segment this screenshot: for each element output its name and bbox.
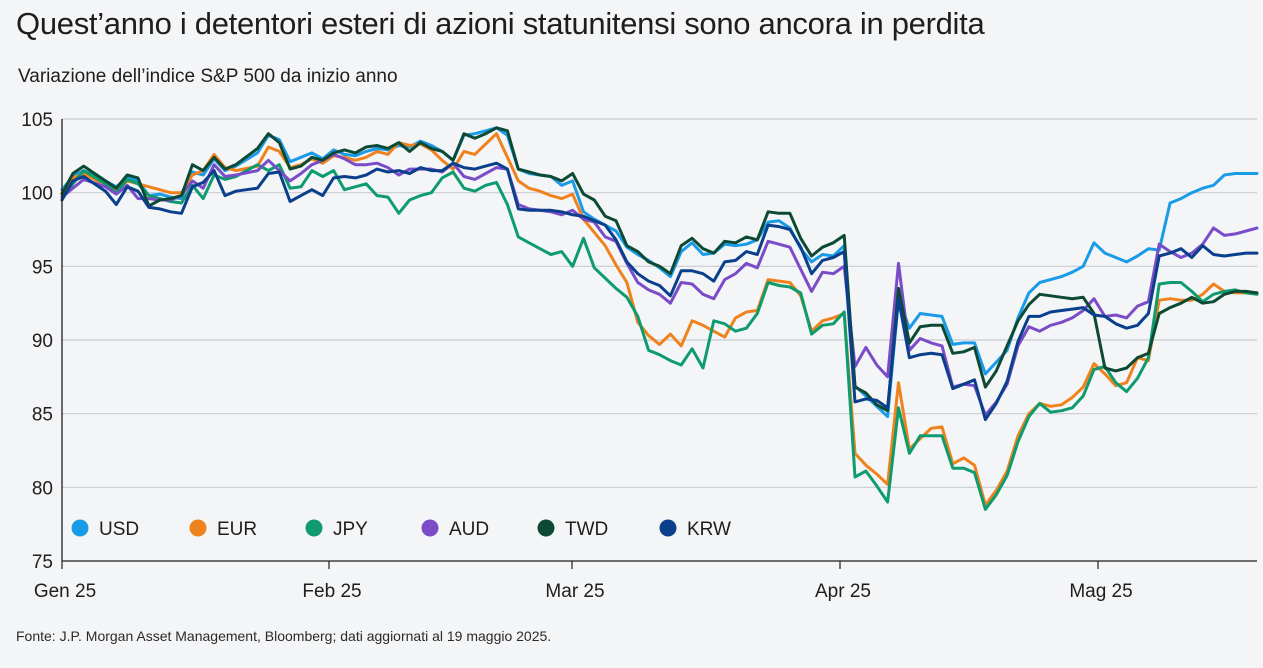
- y-tick-label: 100: [21, 184, 53, 205]
- y-axis-ticks: 75 80 85 90 95 100 105: [21, 110, 53, 573]
- legend-marker: [71, 519, 89, 537]
- legend-marker: [189, 519, 207, 537]
- y-tick-label: 75: [32, 552, 53, 573]
- legend-label: USD: [99, 519, 139, 540]
- legend-label: KRW: [687, 519, 731, 540]
- y-tick-label: 80: [32, 478, 53, 499]
- legend-label: AUD: [449, 519, 489, 540]
- y-tick-label: 85: [32, 405, 53, 426]
- legend-item-aud: AUD: [421, 519, 489, 540]
- series-line-usd: [60, 126, 1259, 419]
- axes: [61, 119, 1257, 562]
- legend-label: JPY: [333, 519, 368, 540]
- legend-item-jpy: JPY: [305, 519, 368, 540]
- line-chart: 75 80 85 90 95 100 105 Gen 25 Feb 25 Mar 25 Apr 2…: [21, 110, 1259, 602]
- legend-item-usd: USD: [71, 519, 139, 540]
- x-tick-label: Feb 25: [302, 581, 361, 602]
- legend-item-eur: EUR: [189, 519, 257, 540]
- legend-item-twd: TWD: [537, 519, 608, 540]
- y-tick-label: 90: [32, 331, 53, 352]
- x-axis-ticks: Gen 25 Feb 25 Mar 25 Apr 25 Mag 25: [34, 561, 1133, 602]
- series-line-twd: [60, 126, 1259, 413]
- series-line-jpy: [60, 163, 1259, 511]
- source-note: Fonte: J.P. Morgan Asset Management, Blo…: [16, 628, 552, 644]
- legend: USD EUR JPY AUD TWD KRW: [71, 519, 731, 540]
- x-tick-label: Gen 25: [34, 581, 96, 602]
- x-tick-label: Mag 25: [1069, 581, 1132, 602]
- gridlines: [62, 118, 1257, 488]
- chart-title: Quest’anno i detentori esteri di azioni …: [16, 6, 985, 41]
- legend-marker: [305, 519, 323, 537]
- legend-marker: [659, 519, 677, 537]
- series-line-eur: [60, 132, 1259, 507]
- legend-label: EUR: [217, 519, 257, 540]
- y-tick-label: 95: [32, 257, 53, 278]
- legend-item-krw: KRW: [659, 519, 731, 540]
- chart-subtitle: Variazione dell’indice S&P 500 da inizio…: [18, 66, 398, 87]
- legend-marker: [421, 519, 439, 537]
- series-line-krw: [60, 161, 1259, 422]
- series-lines: [60, 126, 1259, 511]
- x-tick-label: Apr 25: [815, 581, 871, 602]
- x-tick-label: Mar 25: [545, 581, 604, 602]
- legend-label: TWD: [565, 519, 608, 540]
- y-tick-label: 105: [21, 110, 53, 131]
- legend-marker: [537, 519, 555, 537]
